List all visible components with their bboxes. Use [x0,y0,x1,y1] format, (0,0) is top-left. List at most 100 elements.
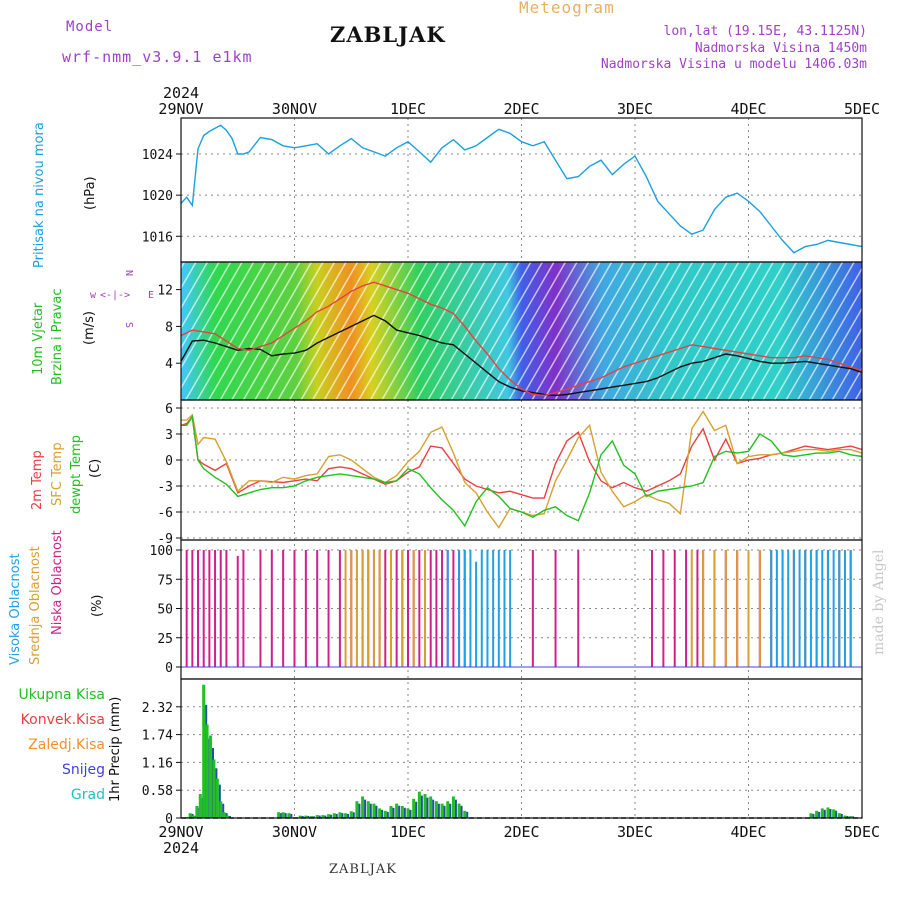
ytick-label: 12 [157,284,173,299]
xtick-label-bottom: 2DEC [503,823,539,841]
clouds-bar [458,550,461,667]
precip-bar-snow [284,813,287,818]
wind-barbs-hatch [181,262,862,400]
ytick-label: -6 [157,506,173,521]
precip-bar [400,806,404,818]
precip-bar-snow [437,803,440,818]
pressure-line-series [180,124,863,254]
precip-bar-snow [403,807,406,818]
station-title: ZABLJAK [330,22,446,47]
clouds-bar [787,550,790,667]
precip-bar [327,814,331,818]
precip-bar-snow [375,805,378,818]
precip-bar [315,815,319,818]
xtick-label-top: 1DEC [390,100,426,118]
precip-bar [191,815,195,818]
legend-hail: Grad [70,787,105,803]
precip-bar [366,801,370,818]
clouds-bar [702,550,705,667]
precip-bar [826,807,830,818]
clouds-bar [435,550,438,667]
precip-bar-snow [369,803,372,818]
clouds-bar [651,550,654,667]
ytick-label: 1.74 [142,729,173,744]
compass-w: w [90,290,97,301]
precip-bar [287,813,291,818]
wind-line-gust [180,281,863,397]
clouds-bar [208,550,211,667]
clouds-bar [775,550,778,667]
precip-bar [809,813,813,818]
clouds-bar [736,550,739,667]
clouds-bar [344,550,347,667]
precip-bar-snow [829,809,832,818]
clouds-bar [214,550,217,667]
precip-bar-snow [443,805,446,818]
precip-bar [378,808,382,818]
precip-bar-snow [335,813,338,818]
legend-convective-rain: Konvek.Kisa [20,712,105,728]
ytick-label: 0.58 [142,784,173,799]
precip-bar [277,812,281,818]
precip-bar-snow [852,816,855,818]
legend-total-rain: Ukupna Kisa [18,687,105,703]
precip-bar-snow [313,816,316,818]
precip-bar [820,808,824,818]
clouds-bar [395,550,398,667]
ytick-label: 0 [165,812,173,827]
precip-bar [349,811,353,818]
precip-bar-snow [307,815,310,818]
clouds-bar [338,550,341,667]
clouds-bar [809,550,812,667]
precip-bar-snow [449,803,452,818]
precip-bar-snow [392,807,395,818]
clouds-bar [509,550,512,667]
clouds-bar [304,550,307,667]
precip-bar [355,801,359,818]
precip-bar-snow [420,795,423,818]
precip-bar [310,816,314,818]
clouds-bar [792,550,795,667]
clouds-bar [838,550,841,667]
precip-bar [457,803,461,818]
model-name: wrf-nmm_v3.9.1 e1km [62,48,253,66]
meteogram-title: Meteogram [519,0,615,17]
ytick-label: 8 [165,320,173,335]
clouds-bar [327,550,330,667]
temperature-line-sfc [181,410,863,529]
precip-bar-snow [846,815,849,818]
xtick-label-top: 30NOV [272,100,317,118]
wind-line-speed [180,314,863,397]
ytick-label: 2.32 [142,701,173,716]
precip-bar-snow [460,805,463,818]
clouds-bar [685,550,688,667]
clouds-bar [225,550,228,667]
clouds-bar [696,550,699,667]
clouds-bar [690,550,693,667]
precip-bar [463,810,467,818]
precip-bar-snow [352,812,355,818]
ytick-label: 25 [157,632,173,647]
precip-bar-snow [398,805,401,818]
panel-frame-temperature [180,399,863,541]
precip-bar [412,798,416,818]
clouds-bar [531,550,534,667]
precip-bar [832,809,836,818]
xtick-label-top: 29NOV [158,100,203,118]
clouds-bar [486,550,489,667]
legend-snow: Snijeg [61,762,105,778]
precip-bar [434,801,438,818]
xtick-label-bottom: 4DEC [730,823,766,841]
precip-bar-snow [840,813,843,818]
precip-bar-snow [280,813,283,818]
clouds-bar [407,550,409,667]
legend-freezing-rain: Zaledj.Kisa [28,737,105,753]
xtick-label-bottom: 5DEC [844,823,880,841]
xtick-label-top: 4DEC [730,100,766,118]
model-label: Model [66,19,114,35]
ytick-label: 3 [165,428,173,443]
ytick-label: 0 [165,454,173,469]
model-elevation-label: Nadmorska Visina u modelu 1406.03m [600,57,867,72]
clouds-bar [270,550,273,667]
